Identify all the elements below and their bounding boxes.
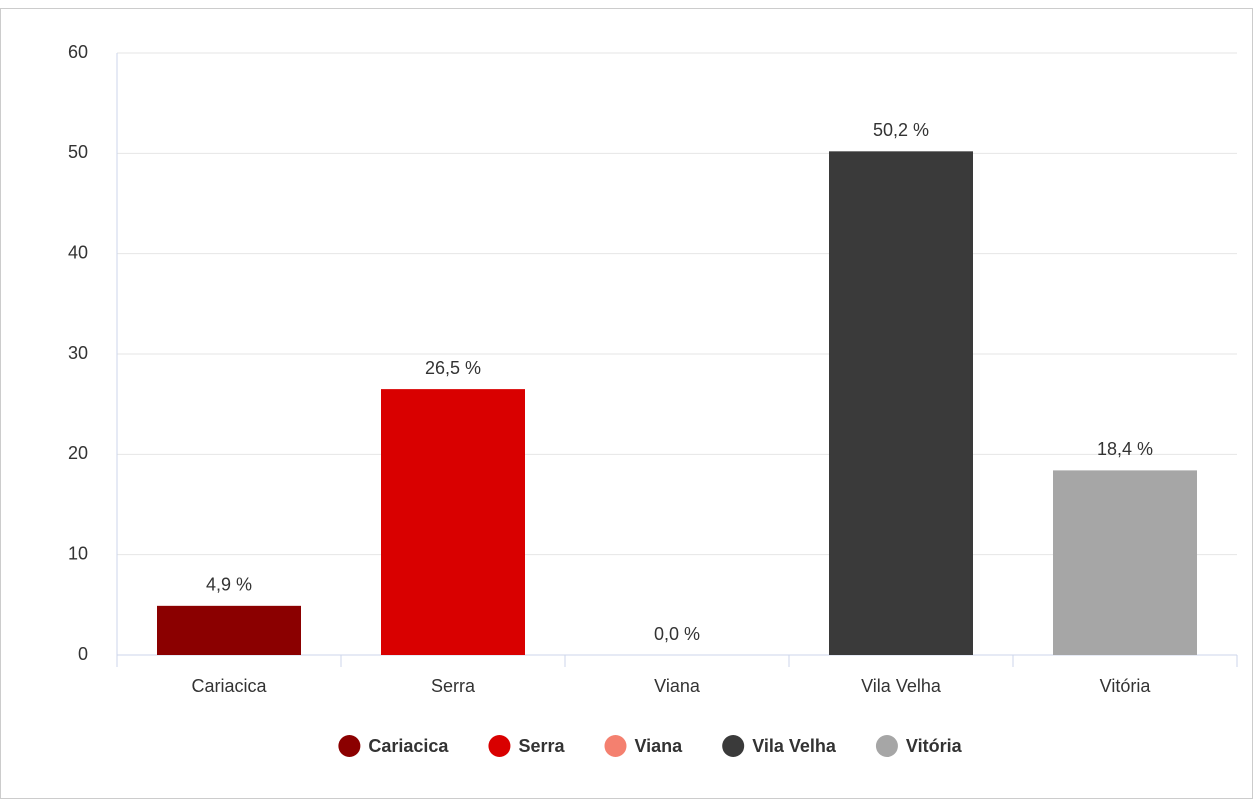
x-tick-label: Serra — [431, 676, 476, 696]
legend-marker — [338, 735, 361, 757]
legend-text: Serra — [518, 736, 565, 756]
y-tick-label: 20 — [68, 443, 88, 463]
data-label: 4,9 % — [206, 575, 252, 595]
legend-marker — [722, 735, 745, 757]
data-label: 18,4 % — [1097, 439, 1153, 459]
y-tick-label: 0 — [78, 644, 88, 664]
legend-text: Vitória — [906, 736, 963, 756]
legend-text: Vila Velha — [752, 736, 837, 756]
legend-marker — [488, 735, 511, 757]
y-tick-label: 40 — [68, 242, 88, 262]
data-label: 26,5 % — [425, 358, 481, 378]
legend-marker — [604, 735, 627, 757]
x-tick-label: Vila Velha — [861, 676, 942, 696]
bar — [829, 151, 973, 655]
y-tick-label: 60 — [68, 42, 88, 62]
y-tick-label: 30 — [68, 343, 88, 363]
y-tick-label: 10 — [68, 543, 88, 563]
data-label: 0,0 % — [654, 624, 700, 644]
x-tick-label: Vitória — [1100, 676, 1152, 696]
x-tick-label: Cariacica — [191, 676, 267, 696]
legend-text: Cariacica — [368, 736, 449, 756]
frame — [0, 8, 1253, 799]
legend-text: Viana — [634, 736, 683, 756]
data-label: 50,2 % — [873, 120, 929, 140]
y-tick-label: 50 — [68, 142, 88, 162]
x-tick-label: Viana — [654, 676, 701, 696]
legend-marker — [875, 735, 898, 757]
bar — [157, 605, 301, 655]
bar — [1053, 470, 1197, 655]
bar — [381, 389, 525, 655]
